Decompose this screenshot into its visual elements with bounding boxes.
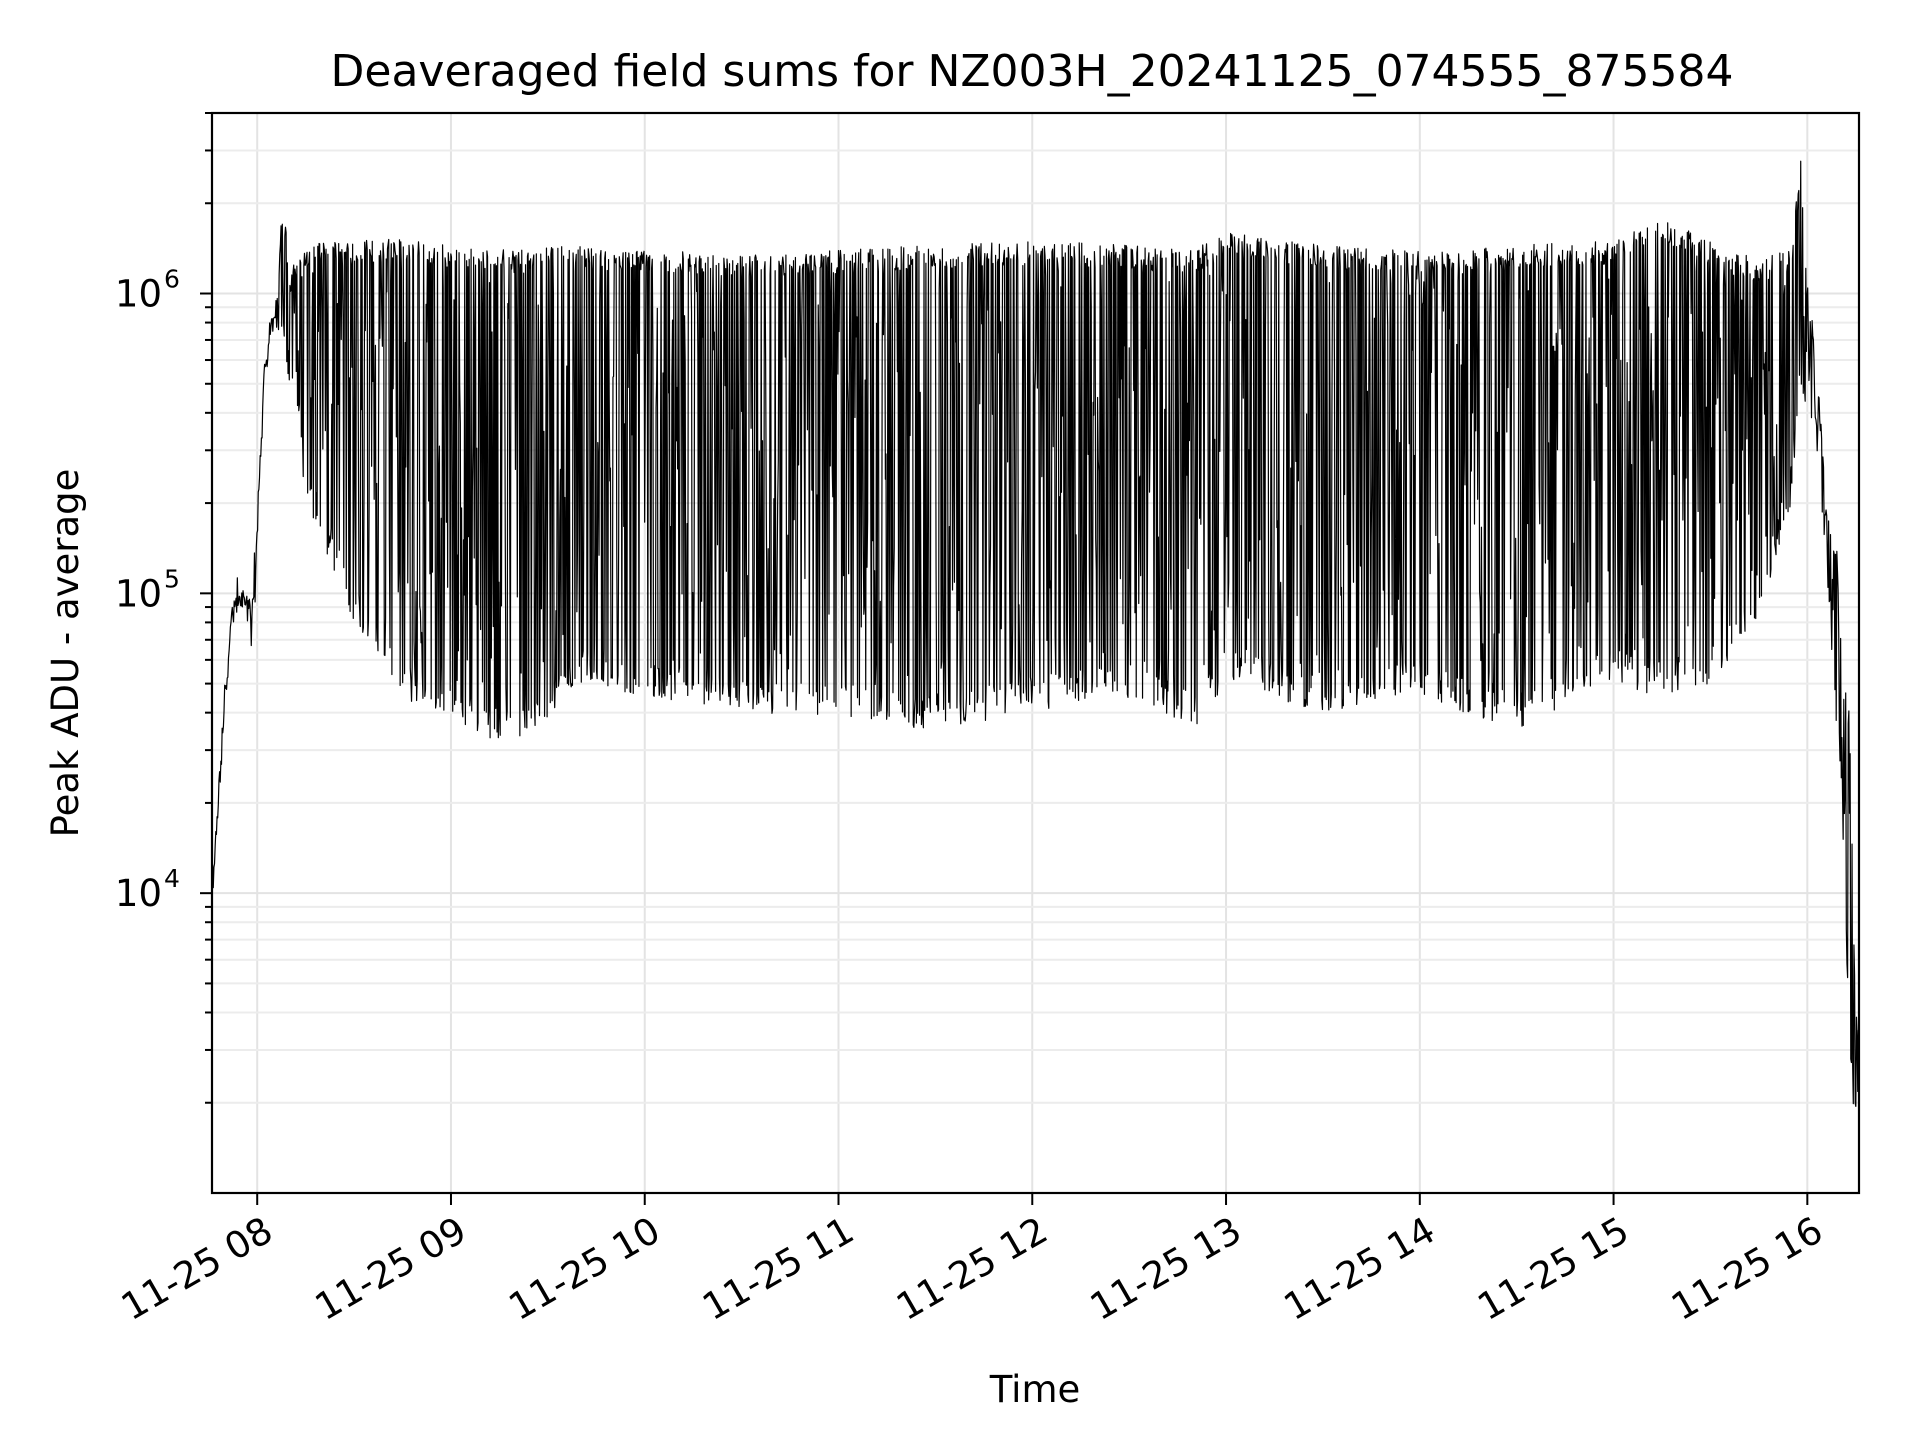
y-tick-base: 10 (115, 273, 162, 316)
x-axis-label: Time (989, 1368, 1081, 1411)
plot-frame (210, 111, 1861, 1195)
y-tick-exponent: 6 (164, 265, 180, 294)
y-tick-label: 10 5 (115, 564, 180, 615)
chart-title: Deaveraged field sums for NZ003H_2024112… (331, 46, 1734, 97)
series-group (211, 160, 1860, 1120)
y-tick-label: 10 6 (115, 265, 180, 316)
series-line (211, 160, 1860, 1120)
y-axis-label: Peak ADU - average (44, 469, 87, 838)
y-tick-exponent: 4 (164, 864, 180, 893)
y-tick-label: 10 4 (115, 864, 180, 915)
y-tick-base: 10 (115, 872, 162, 915)
y-tick-exponent: 5 (164, 564, 180, 593)
y-tick-base: 10 (115, 572, 162, 615)
